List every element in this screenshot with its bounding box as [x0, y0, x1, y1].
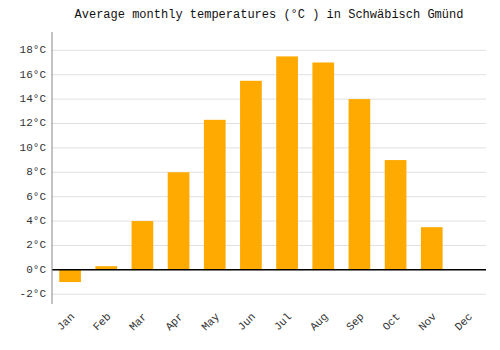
y-tick-label: 16°C	[20, 69, 47, 81]
x-tick-label: Jan	[55, 311, 77, 333]
zero-line	[52, 269, 486, 271]
y-tick-label: 0°C	[26, 264, 46, 276]
x-tick-labels: Jan Feb Mar Apr May Jun Jul Aug Sep Oct Nov Dec	[55, 310, 475, 333]
grid-line	[52, 196, 486, 197]
chart-container: -2°C 0°C 2°C 4°C 6°C 8°C 10°C 12°C 14°C 16°C 18°C J…	[0, 0, 500, 350]
bar	[240, 81, 262, 270]
x-tick-label: Oct	[380, 311, 402, 333]
grid-line	[52, 269, 486, 270]
grid-line	[52, 74, 486, 75]
x-tick-label: Feb	[91, 311, 113, 333]
x-tick-label: May	[199, 310, 222, 333]
x-tick-label: Aug	[308, 311, 330, 333]
y-tick-labels: -2°C 0°C 2°C 4°C 6°C 8°C 10°C 12°C 14°C 16°C 18°C	[20, 44, 47, 300]
chart-svg: -2°C 0°C 2°C 4°C 6°C 8°C 10°C 12°C 14°C 16°C 18°C J…	[0, 0, 500, 350]
y-tick-label: 2°C	[26, 239, 46, 251]
y-tick-label: 8°C	[26, 166, 46, 178]
y-tick-label: 6°C	[26, 191, 46, 203]
bar	[312, 62, 334, 269]
x-tick-label: Nov	[416, 310, 439, 333]
y-tick-label: 14°C	[20, 93, 47, 105]
x-tick-label: Jun	[236, 311, 258, 333]
bar	[168, 172, 190, 270]
bar	[421, 227, 443, 270]
bar	[204, 120, 226, 270]
x-tick-label: Sep	[344, 311, 366, 333]
x-tick-label: Apr	[163, 311, 185, 333]
y-tick-label: 10°C	[20, 142, 47, 154]
y-axis-line	[52, 32, 53, 304]
y-tick-label: 4°C	[26, 215, 46, 227]
grid-line	[52, 123, 486, 124]
grid-line	[52, 221, 486, 222]
bar	[385, 160, 407, 270]
x-tick-label: Mar	[127, 311, 149, 333]
grid-line	[52, 99, 486, 100]
grid-line	[52, 172, 486, 173]
bar	[59, 270, 81, 282]
bars	[59, 56, 442, 282]
y-tick-label: -2°C	[20, 288, 47, 300]
grid	[52, 50, 486, 294]
y-tick-label: 12°C	[20, 117, 47, 129]
bar	[276, 56, 298, 269]
bar	[349, 99, 371, 270]
bar	[132, 221, 154, 270]
grid-line	[52, 50, 486, 51]
plot-background	[52, 32, 486, 304]
y-tick-label: 18°C	[20, 44, 47, 56]
x-tick-label: Jul	[272, 311, 294, 333]
title: Average monthly temperatures (°C ) in Sc…	[75, 8, 464, 22]
grid-line	[52, 294, 486, 295]
grid-line	[52, 147, 486, 148]
x-tick-label: Dec	[453, 311, 475, 333]
